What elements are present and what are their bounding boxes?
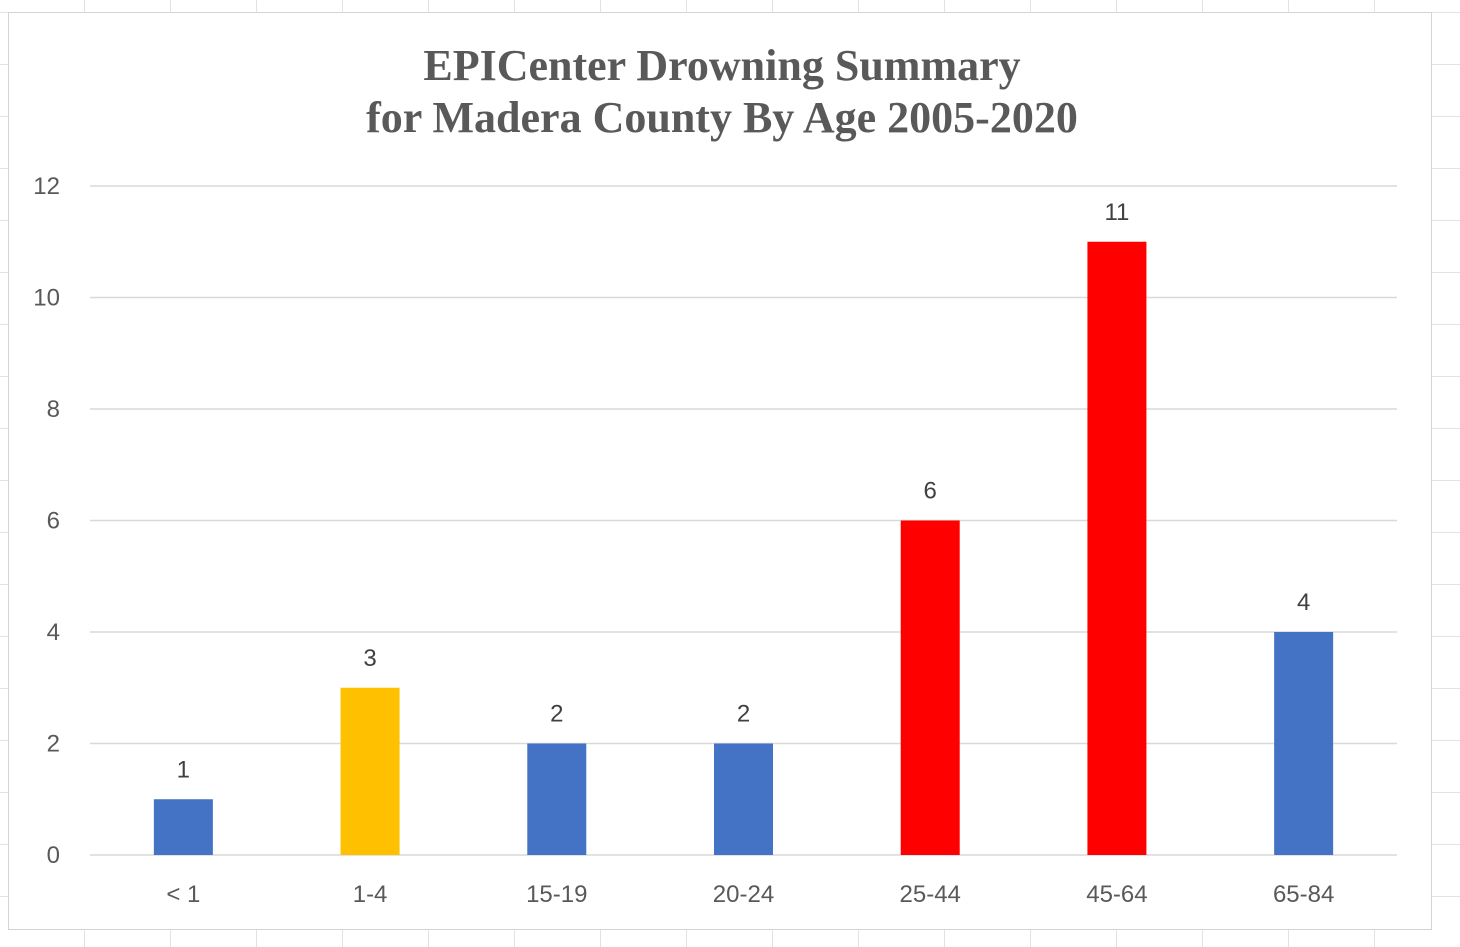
data-label-2: 2 [550,701,563,728]
data-label-0: 1 [177,756,190,783]
y-tick-label-0: 0 [47,842,60,869]
data-label-1: 3 [363,645,376,672]
y-tick-label-2: 2 [47,731,60,758]
data-label-6: 4 [1297,589,1310,616]
x-tick-label-2: 15-19 [526,881,587,908]
bar-2[interactable] [527,743,587,856]
bar-6[interactable] [1274,632,1334,855]
x-tick-label-3: 20-24 [713,881,774,908]
y-tick-label-12: 12 [33,173,60,200]
x-tick-label-1: 1-4 [353,881,388,908]
x-tick-label-4: 25-44 [900,881,961,908]
data-label-3: 2 [737,701,750,728]
chart-title-line-1: EPICenter Drowning Summary [423,41,1021,90]
x-tick-label-0: < 1 [166,881,200,908]
data-label-4: 6 [924,478,937,505]
bar-5[interactable] [1087,241,1147,855]
y-tick-label-4: 4 [47,619,60,646]
data-label-5: 11 [1104,199,1129,226]
bar-0[interactable] [153,799,213,855]
x-tick-label-5: 45-64 [1086,881,1147,908]
x-tick-label-6: 65-84 [1273,881,1334,908]
bar-3[interactable] [714,743,773,856]
bar-1[interactable] [340,687,400,855]
y-tick-label-10: 10 [33,285,60,312]
chart-title-line-2: for Madera County By Age 2005-2020 [366,93,1078,142]
y-tick-label-8: 8 [47,396,60,423]
y-tick-label-6: 6 [47,508,60,535]
bar-4[interactable] [900,520,960,856]
